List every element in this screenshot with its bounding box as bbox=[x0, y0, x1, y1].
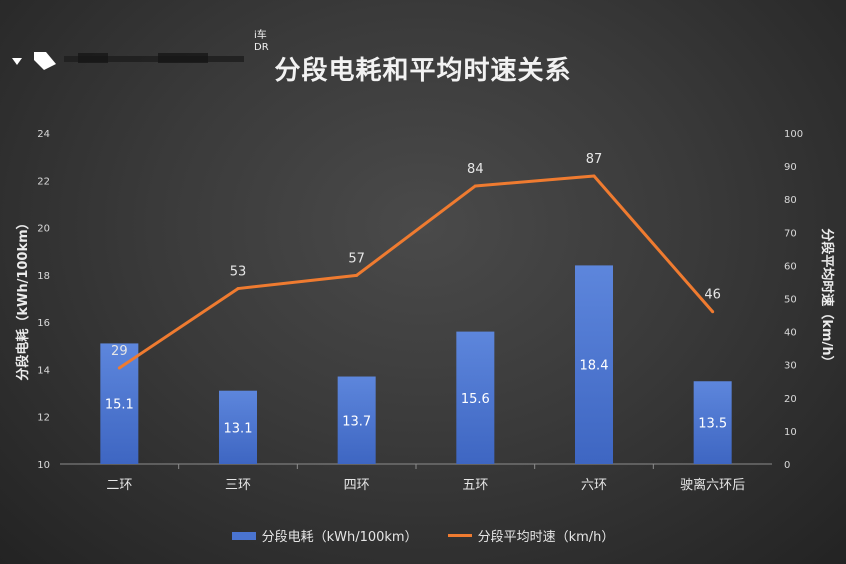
x-tick-label: 六环 bbox=[581, 478, 607, 493]
x-tick-label: 三环 bbox=[225, 478, 251, 493]
y-right-tick-label: 40 bbox=[784, 328, 797, 339]
y-left-tick-label: 20 bbox=[37, 224, 50, 235]
y-right-tick-label: 50 bbox=[784, 295, 797, 306]
bar-data-label: 18.4 bbox=[580, 359, 609, 374]
line-series bbox=[118, 174, 714, 370]
logo bbox=[8, 40, 258, 74]
y-right-tick-label: 70 bbox=[784, 228, 797, 239]
y-left-tick-label: 16 bbox=[37, 318, 50, 329]
bar-data-label: 15.6 bbox=[461, 392, 490, 407]
legend-swatch-bar bbox=[231, 531, 256, 540]
legend-item-bar: 分段电耗（kWh/100km） bbox=[231, 526, 418, 545]
line-point bbox=[355, 273, 359, 277]
legend-label-bar: 分段电耗（kWh/100km） bbox=[261, 530, 418, 545]
chart-title: 分段电耗和平均时速关系 bbox=[274, 56, 572, 86]
logo-mark bbox=[12, 52, 244, 70]
bar bbox=[693, 381, 732, 464]
legend-item-line: 分段平均时速（km/h） bbox=[447, 526, 615, 545]
line-point bbox=[236, 287, 240, 291]
line-data-label: 53 bbox=[230, 265, 247, 280]
y-right-axis-title: 分段平均时速（km/h） bbox=[819, 228, 835, 368]
bar-data-label: 13.7 bbox=[342, 414, 371, 429]
bar bbox=[100, 343, 139, 464]
line-point bbox=[117, 366, 121, 370]
legend: 分段电耗（kWh/100km） 分段平均时速（km/h） bbox=[0, 526, 846, 545]
bar bbox=[575, 265, 613, 464]
y-left-tick-label: 22 bbox=[37, 176, 50, 187]
y-right-tick-label: 60 bbox=[784, 261, 797, 272]
line-point bbox=[592, 174, 596, 178]
y-left-tick-label: 24 bbox=[37, 129, 50, 140]
y-right-tick-label: 80 bbox=[784, 195, 797, 206]
x-tick-label: 五环 bbox=[462, 478, 488, 493]
line-data-label: 87 bbox=[586, 152, 603, 167]
bar-data-label: 13.5 bbox=[698, 417, 727, 432]
bar bbox=[219, 390, 257, 464]
y-right-tick-label: 30 bbox=[784, 361, 797, 372]
legend-swatch-line bbox=[447, 534, 472, 537]
line-point bbox=[473, 184, 477, 188]
line-data-label: 29 bbox=[111, 344, 128, 359]
y-left-tick-label: 10 bbox=[37, 460, 50, 471]
logo-text-line1: i车 bbox=[254, 30, 267, 41]
y-left-tick-label: 14 bbox=[37, 365, 50, 376]
y-right-tick-label: 10 bbox=[784, 427, 797, 438]
bar bbox=[456, 331, 495, 464]
y-right-tick-label: 20 bbox=[784, 394, 797, 405]
line-data-label: 46 bbox=[704, 288, 721, 303]
legend-label-line: 分段平均时速（km/h） bbox=[477, 530, 615, 545]
y-right-tick-label: 100 bbox=[784, 129, 803, 140]
y-left-axis-title: 分段电耗（kWh/100km） bbox=[15, 216, 31, 380]
y-right-tick-label: 90 bbox=[784, 162, 797, 173]
x-tick-label: 四环 bbox=[344, 478, 370, 493]
x-tick-label: 二环 bbox=[106, 478, 132, 493]
line-point bbox=[711, 310, 715, 314]
bar bbox=[337, 376, 376, 464]
bar-data-label: 15.1 bbox=[105, 398, 134, 413]
y-left-tick-label: 12 bbox=[37, 413, 50, 424]
bar-data-label: 13.1 bbox=[224, 421, 253, 436]
y-right-tick-label: 0 bbox=[784, 460, 790, 471]
line-data-label: 84 bbox=[467, 162, 484, 177]
logo-text-line2: DR bbox=[254, 42, 269, 53]
logo-text: i车 DR bbox=[254, 30, 269, 54]
line-data-label: 57 bbox=[348, 251, 365, 266]
x-tick-label: 驶离六环后 bbox=[680, 477, 745, 493]
y-left-tick-label: 18 bbox=[37, 271, 50, 282]
